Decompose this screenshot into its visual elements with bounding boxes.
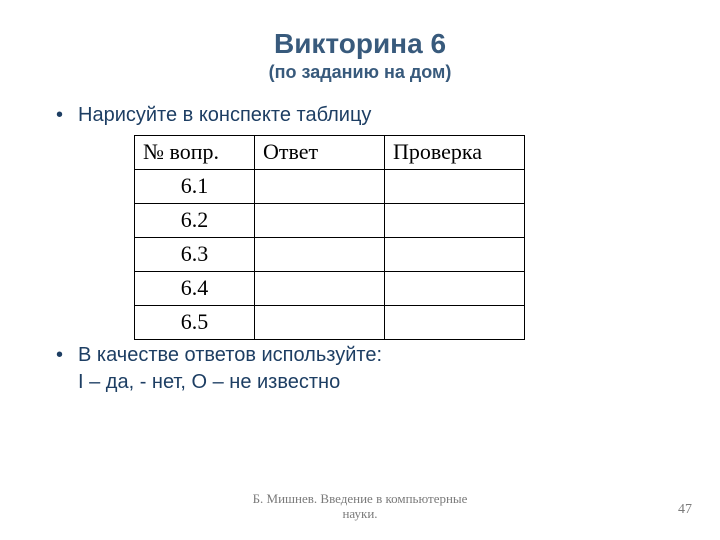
table-cell-answer [255,305,385,339]
bullet-text: Нарисуйте в конспекте таблицу [78,104,371,126]
bullet-item-1: Нарисуйте в конспекте таблицу [56,102,680,129]
table-header-check: Проверка [385,135,525,169]
table-cell-answer [255,169,385,203]
slide-body: Нарисуйте в конспекте таблицу № вопр. От… [0,84,720,396]
table-cell-check [385,271,525,305]
bullet-text-line2: I – да, - нет, О – не известно [78,371,340,393]
title-block: Викторина 6 (по заданию на дом) [0,0,720,84]
table-cell-number: 6.4 [135,271,255,305]
quiz-table-wrap: № вопр. Ответ Проверка 6.1 6.2 [134,135,680,340]
bullet-item-2: В качестве ответов используйте: I – да, … [56,342,680,396]
quiz-table: № вопр. Ответ Проверка 6.1 6.2 [134,135,525,340]
table-header-row: № вопр. Ответ Проверка [135,135,525,169]
table-cell-number: 6.3 [135,237,255,271]
slide: Викторина 6 (по заданию на дом) Нарисуйт… [0,0,720,540]
table-cell-check [385,169,525,203]
table-cell-number: 6.1 [135,169,255,203]
table-header-number: № вопр. [135,135,255,169]
bullet-list-2: В качестве ответов используйте: I – да, … [56,342,680,396]
table-cell-number: 6.2 [135,203,255,237]
table-cell-check [385,203,525,237]
table-row: 6.1 [135,169,525,203]
table-cell-answer [255,237,385,271]
table-header-answer: Ответ [255,135,385,169]
page-number: 47 [678,502,692,518]
footer-credit-line2: науки. [342,506,377,521]
bullet-text-line1: В качестве ответов используйте: [78,344,382,366]
slide-subtitle: (по заданию на дом) [0,61,720,84]
table-cell-answer [255,203,385,237]
table-cell-check [385,237,525,271]
table-row: 6.3 [135,237,525,271]
table-row: 6.4 [135,271,525,305]
footer-credit-line1: Б. Мишнев. Введение в компьютерные [253,491,468,506]
table-cell-answer [255,271,385,305]
table-cell-number: 6.5 [135,305,255,339]
footer-credit: Б. Мишнев. Введение в компьютерные науки… [0,491,720,522]
table-row: 6.5 [135,305,525,339]
table-cell-check [385,305,525,339]
bullet-list: Нарисуйте в конспекте таблицу [56,102,680,129]
table-row: 6.2 [135,203,525,237]
slide-title: Викторина 6 [0,26,720,61]
